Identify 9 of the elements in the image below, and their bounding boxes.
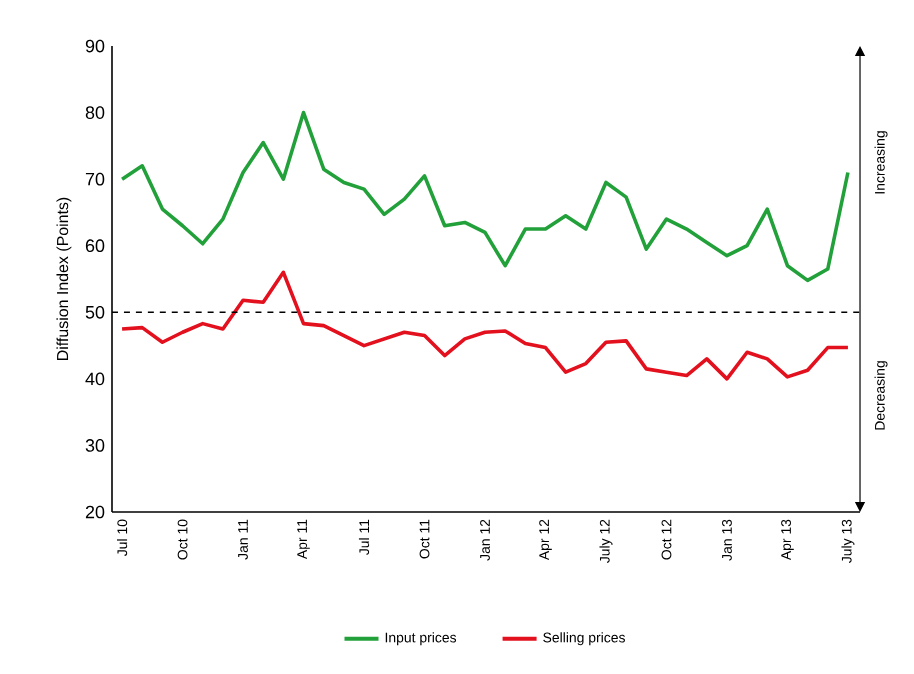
y-tick-label: 50 [85, 305, 105, 319]
line-series [120, 110, 850, 283]
y-tick-label: 90 [85, 39, 105, 53]
y-tick-label: 30 [85, 439, 105, 452]
y-tick-label: 70 [85, 172, 105, 186]
y-tick-label: 60 [85, 239, 105, 253]
y-tick-label: 80 [85, 106, 105, 119]
y-tick-label: 20 [85, 505, 105, 519]
y-tick-label: 40 [85, 372, 105, 386]
